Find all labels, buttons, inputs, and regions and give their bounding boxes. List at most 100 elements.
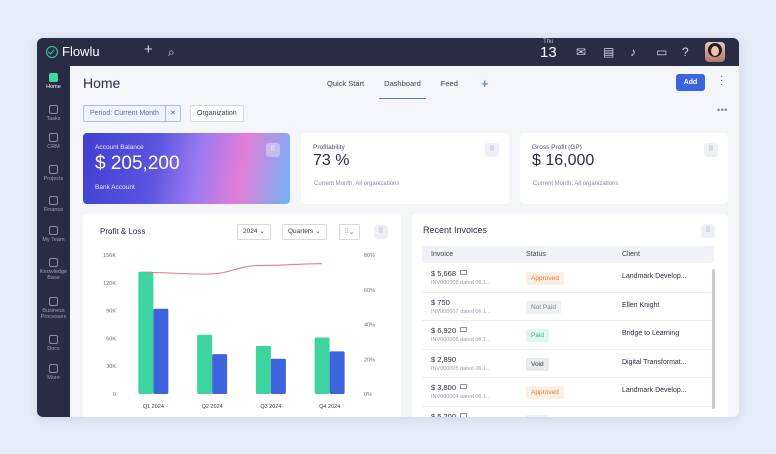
sidebar-item-crm[interactable]: CRM xyxy=(37,133,70,150)
scrollbar[interactable] xyxy=(712,269,715,409)
y-tick-label: 150K xyxy=(103,253,116,259)
profit-loss-card: Profit & Loss 2024 ⌄ Quarters ⌄ ⫶⫶ ⌄ ⠿ 1… xyxy=(83,214,401,417)
client-name: Landmark Develop... xyxy=(622,387,687,395)
gross-profit-card: Gross Profit (GP) $ 16,000 Current Month… xyxy=(520,133,728,204)
sidebar-item-tasks[interactable]: Tasks xyxy=(37,105,70,122)
x-tick-label: Q3 2024 xyxy=(260,404,281,410)
table-row[interactable]: $ 750 INV000007 dated 06.1... Not Paid Elle… xyxy=(422,293,714,322)
table-row[interactable]: $ 3,800 INV000004 dated 06.1... Approved La… xyxy=(422,378,714,407)
search-icon[interactable]: ⌕ xyxy=(168,45,175,59)
client-name: Bridge to Learning xyxy=(622,330,680,338)
tab-quick-start[interactable]: Quick Start xyxy=(327,79,365,88)
drag-handle-icon[interactable]: ⠿ xyxy=(704,143,718,157)
bar xyxy=(197,334,213,394)
invoice-amount: $ 2,890 xyxy=(431,354,457,364)
drag-handle-icon[interactable]: ⠿ xyxy=(485,143,499,157)
drag-handle-icon[interactable]: ⠿ xyxy=(266,143,280,157)
plus-icon[interactable]: + xyxy=(144,41,153,58)
sidebar-item-knowledge-base[interactable]: Knowledge Base xyxy=(37,258,70,281)
sidebar-item-docs[interactable]: Docs xyxy=(37,335,70,352)
help-icon[interactable]: ? xyxy=(682,45,689,59)
table-row[interactable]: $ 2,890 INV000005 dated 06.1... Void Digita… xyxy=(422,350,714,379)
tasks-icon xyxy=(49,105,58,114)
tab-dashboard[interactable]: Dashboard xyxy=(379,79,426,99)
sidebar-item-home[interactable]: Home xyxy=(37,73,70,90)
sidebar-item-business-processes[interactable]: Business Processes xyxy=(37,297,70,320)
drag-handle-icon[interactable]: ⠿ xyxy=(374,225,388,239)
clear-filter-icon[interactable]: ✕ xyxy=(164,106,180,121)
status-badge: Paid xyxy=(526,415,550,417)
sidebar-item-label: Home xyxy=(46,84,61,90)
logo-check-icon xyxy=(46,45,58,58)
sidebar-item-label: My Team xyxy=(42,237,65,243)
status-badge: Paid xyxy=(526,329,550,343)
profit-margin-line xyxy=(145,263,323,275)
y-tick-label: 30K xyxy=(106,364,116,370)
drag-handle-icon[interactable]: ⠿ xyxy=(701,224,715,238)
business-processes-icon xyxy=(49,297,58,306)
date-widget[interactable]: Thu 13 xyxy=(540,39,557,61)
year-select[interactable]: 2024 ⌄ xyxy=(237,224,271,240)
client-name: Digital Transformat... xyxy=(622,358,687,366)
chart-type-select[interactable]: ⫶⫶ ⌄ xyxy=(339,224,360,240)
table-row[interactable]: $ 5,200 Paid xyxy=(422,407,714,417)
bar xyxy=(212,354,228,394)
card-value: 73 % xyxy=(313,152,350,169)
brand-logo[interactable]: Flowlu xyxy=(46,44,100,59)
column-invoice[interactable]: Invoice xyxy=(431,251,454,258)
mail-icon xyxy=(460,327,468,333)
crm-icon xyxy=(49,133,58,142)
invoice-amount: $ 750 xyxy=(431,297,450,307)
card-title: Profitability xyxy=(313,144,345,151)
sidebar-item-finance[interactable]: Finance xyxy=(37,196,70,213)
main-area: Home Quick Start Dashboard Feed + Add · ·… xyxy=(70,66,739,417)
sidebar-item-projects[interactable]: Projects xyxy=(37,165,70,182)
period-filter[interactable]: Period: Current Month ✕ xyxy=(83,105,181,122)
sidebar-item-label: Finance xyxy=(43,207,64,213)
more-horizontal-icon[interactable]: ••• xyxy=(717,105,728,115)
y2-tick-label: 0% xyxy=(364,392,372,398)
column-status[interactable]: Status xyxy=(526,251,546,258)
table-row[interactable]: $ 5,668 INV000008 dated 06.1... Approved La… xyxy=(422,264,714,293)
y2-tick-label: 80% xyxy=(364,253,375,259)
sidebar-item-label: Projects xyxy=(43,176,64,182)
bell-icon[interactable]: ♪ xyxy=(630,45,636,59)
bar xyxy=(270,358,286,394)
tab-bar: Quick Start Dashboard Feed xyxy=(327,79,478,99)
sidebar-item-my-team[interactable]: My Team xyxy=(37,226,70,243)
sidebar-item-more[interactable]: More xyxy=(37,364,70,381)
bar xyxy=(329,351,345,394)
invoice-amount: $ 6,920 xyxy=(431,326,468,335)
docs-icon xyxy=(49,335,58,344)
date-day: 13 xyxy=(540,44,557,61)
card-subtitle: Bank Account xyxy=(95,184,135,191)
tab-feed[interactable]: Feed xyxy=(440,79,458,88)
organization-filter[interactable]: Organization xyxy=(190,105,244,122)
sidebar: Home Tasks CRM Projects Finance My Team Knowle… xyxy=(37,66,70,417)
y2-tick-label: 20% xyxy=(364,357,375,363)
invoice-number: INV000007 dated 06.1... xyxy=(431,308,491,315)
y-tick-label: 60K xyxy=(106,336,116,342)
table-row[interactable]: $ 6,920 INV000006 dated 06.1... Paid Bridge… xyxy=(422,321,714,350)
more-vertical-icon[interactable]: · · · xyxy=(720,71,724,90)
mail-icon[interactable]: ✉ xyxy=(576,45,587,59)
knowledge-base-icon xyxy=(49,258,58,267)
profitability-card: Profitability 73 % Current Month, All or… xyxy=(301,133,509,204)
status-badge: Not Paid xyxy=(526,300,561,314)
top-bar: Flowlu + ⌕ Thu 13 ✉ ▤ ♪ ▭ ? xyxy=(37,38,739,66)
add-tab-icon[interactable]: + xyxy=(481,76,489,91)
my-team-icon xyxy=(49,226,58,235)
app-window: Flowlu + ⌕ Thu 13 ✉ ▤ ♪ ▭ ? Home Tasks CRM… xyxy=(37,38,739,417)
period-select[interactable]: Quarters ⌄ xyxy=(282,224,327,240)
card-value: $ 205,200 xyxy=(95,153,180,174)
invoice-amount: $ 3,800 xyxy=(431,383,468,392)
chat-icon[interactable]: ▭ xyxy=(656,45,668,59)
sidebar-item-label: Business Processes xyxy=(40,308,67,320)
profit-loss-chart: 150K 120K 90K 60K 30K 0 80% 60% 40% 20% 0% Q1 2024 Q… xyxy=(103,253,375,410)
sidebar-item-label: Knowledge Base xyxy=(39,269,68,281)
column-client[interactable]: Client xyxy=(622,251,640,258)
add-button[interactable]: Add xyxy=(676,74,705,91)
projects-icon xyxy=(49,165,58,174)
notes-icon[interactable]: ▤ xyxy=(603,45,615,59)
avatar[interactable] xyxy=(705,42,725,62)
